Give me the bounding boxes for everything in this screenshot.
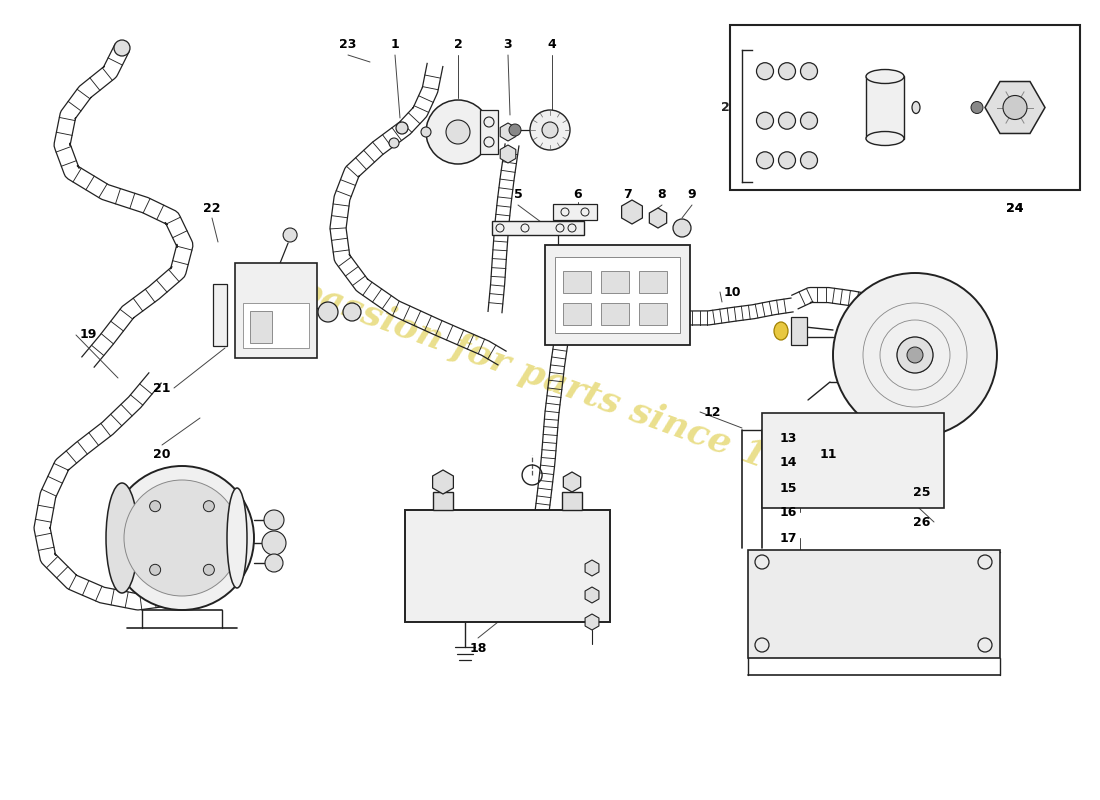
- Bar: [544, 245, 690, 345]
- Circle shape: [114, 40, 130, 56]
- Circle shape: [833, 273, 997, 437]
- Ellipse shape: [912, 102, 920, 114]
- Circle shape: [204, 501, 214, 512]
- Bar: [405, 510, 611, 622]
- Polygon shape: [984, 82, 1045, 134]
- Text: a passion for parts since 1985: a passion for parts since 1985: [257, 260, 843, 500]
- Text: 1: 1: [390, 38, 399, 51]
- FancyBboxPatch shape: [200, 524, 225, 540]
- Circle shape: [265, 554, 283, 572]
- Text: 6: 6: [574, 189, 582, 202]
- Text: 9: 9: [688, 189, 696, 202]
- Circle shape: [262, 531, 286, 555]
- Circle shape: [396, 122, 408, 134]
- Circle shape: [264, 510, 284, 530]
- Circle shape: [204, 564, 214, 575]
- Text: 23: 23: [339, 38, 356, 51]
- Circle shape: [971, 102, 983, 114]
- Text: 18: 18: [470, 642, 486, 654]
- Text: 24: 24: [1006, 202, 1024, 214]
- Circle shape: [110, 466, 254, 610]
- Ellipse shape: [227, 488, 248, 588]
- Circle shape: [150, 564, 161, 575]
- Text: 2: 2: [722, 101, 730, 114]
- Text: 12: 12: [703, 406, 720, 418]
- Bar: [791, 317, 807, 345]
- Text: 16: 16: [779, 506, 796, 518]
- Text: 8: 8: [658, 189, 667, 202]
- Ellipse shape: [866, 70, 904, 83]
- Bar: [639, 271, 667, 293]
- Circle shape: [757, 152, 773, 169]
- Text: 14: 14: [779, 455, 796, 469]
- Bar: [601, 271, 629, 293]
- Bar: [235, 263, 317, 358]
- Text: 24: 24: [1006, 202, 1024, 214]
- Bar: [213, 284, 227, 346]
- Text: 20: 20: [153, 449, 170, 462]
- Circle shape: [426, 100, 490, 164]
- Circle shape: [318, 302, 338, 322]
- Circle shape: [530, 110, 570, 150]
- Bar: [866, 77, 904, 138]
- Bar: [250, 311, 272, 343]
- Text: 15: 15: [779, 482, 796, 494]
- Bar: [563, 303, 591, 325]
- Ellipse shape: [866, 131, 904, 146]
- Text: 25: 25: [913, 486, 931, 498]
- Circle shape: [150, 501, 161, 512]
- Circle shape: [801, 112, 817, 130]
- Circle shape: [801, 62, 817, 80]
- Circle shape: [343, 303, 361, 321]
- Bar: [433, 492, 453, 510]
- Circle shape: [124, 480, 240, 596]
- Text: 10: 10: [724, 286, 740, 298]
- Circle shape: [757, 112, 773, 130]
- Circle shape: [283, 228, 297, 242]
- Circle shape: [779, 112, 795, 130]
- Text: 11: 11: [820, 449, 837, 462]
- Text: 5: 5: [514, 189, 522, 202]
- Circle shape: [779, 62, 795, 80]
- Circle shape: [389, 138, 399, 148]
- Circle shape: [1003, 95, 1027, 119]
- Bar: [601, 303, 629, 325]
- Circle shape: [896, 337, 933, 373]
- Text: 3: 3: [504, 38, 513, 51]
- Text: 17: 17: [779, 531, 796, 545]
- Text: 22: 22: [204, 202, 221, 214]
- Ellipse shape: [774, 322, 788, 340]
- Circle shape: [446, 120, 470, 144]
- Bar: [563, 271, 591, 293]
- Bar: [762, 413, 944, 508]
- Bar: [556, 257, 680, 333]
- Text: 21: 21: [153, 382, 170, 394]
- Bar: [243, 303, 309, 348]
- Circle shape: [908, 347, 923, 363]
- Text: 4: 4: [548, 38, 557, 51]
- Text: 19: 19: [79, 329, 97, 342]
- Bar: [492, 221, 584, 235]
- Circle shape: [509, 124, 521, 136]
- Bar: [748, 550, 1000, 658]
- Text: 26: 26: [913, 515, 931, 529]
- Circle shape: [673, 219, 691, 237]
- Bar: [480, 110, 498, 154]
- Bar: [562, 492, 582, 510]
- Circle shape: [757, 62, 773, 80]
- Circle shape: [542, 122, 558, 138]
- Text: 2: 2: [453, 38, 462, 51]
- Circle shape: [779, 152, 795, 169]
- Circle shape: [421, 127, 431, 137]
- Ellipse shape: [106, 483, 138, 593]
- Text: 7: 7: [624, 189, 632, 202]
- Bar: [553, 204, 597, 220]
- Text: 13: 13: [779, 431, 796, 445]
- Circle shape: [801, 152, 817, 169]
- Bar: [730, 25, 1080, 190]
- Bar: [639, 303, 667, 325]
